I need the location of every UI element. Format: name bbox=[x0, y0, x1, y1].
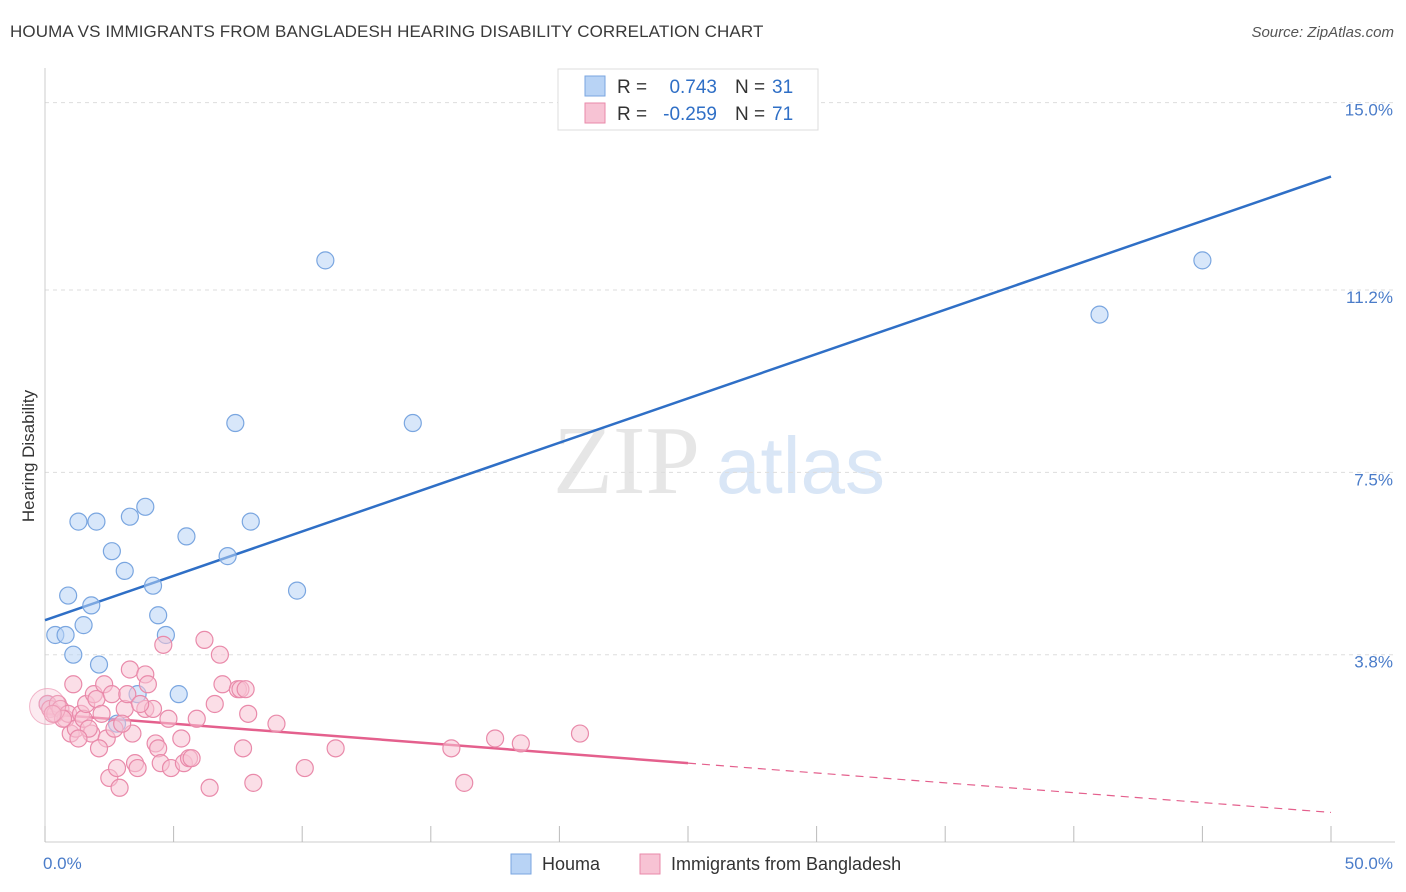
bangladesh-point-57 bbox=[455, 773, 474, 792]
houma-trend-line bbox=[44, 175, 1332, 622]
houma-point-15 bbox=[136, 497, 155, 516]
houma-point-9 bbox=[89, 655, 109, 674]
bottom-legend-swatch-houma bbox=[510, 853, 532, 875]
bangladesh-point-54 bbox=[295, 758, 314, 778]
legend-r-label-1: R = bbox=[617, 77, 647, 98]
houma-point-22 bbox=[226, 413, 245, 433]
bangladesh-point-16 bbox=[92, 704, 111, 723]
bangladesh-point-68 bbox=[69, 729, 88, 748]
bangladesh-point-50 bbox=[236, 680, 255, 699]
data-points bbox=[29, 251, 1212, 797]
y-tick-label-2: 11.2% bbox=[1346, 288, 1393, 307]
legend-r-label-2: R = bbox=[617, 104, 647, 125]
bangladesh-point-22 bbox=[107, 758, 127, 778]
bangladesh-point-56 bbox=[442, 739, 461, 758]
legend-n-label-2: N = bbox=[735, 104, 765, 125]
bangladesh-point-43 bbox=[195, 630, 214, 650]
houma-point-17 bbox=[149, 606, 168, 625]
bangladesh-point-44 bbox=[200, 778, 219, 797]
bangladesh-trend-line-extension bbox=[687, 762, 1332, 814]
bangladesh-point-65 bbox=[89, 739, 109, 758]
houma-point-3 bbox=[59, 586, 78, 605]
houma-point-20 bbox=[177, 527, 196, 546]
tick-labels: 3.8% 7.5% 11.2% 15.0% 0.0% 50.0% bbox=[43, 101, 1393, 873]
watermark-atlas: atlas bbox=[716, 421, 885, 510]
bangladesh-point-24 bbox=[115, 699, 134, 719]
bangladesh-point-53 bbox=[267, 714, 286, 733]
houma-point-8 bbox=[87, 512, 106, 531]
bangladesh-point-61 bbox=[159, 709, 178, 728]
legend-swatch-bangladesh bbox=[584, 102, 606, 124]
legend-r-value-2: -0.259 bbox=[663, 104, 717, 125]
houma-point-21 bbox=[218, 547, 237, 566]
houma-point-7 bbox=[82, 596, 101, 615]
bangladesh-point-23 bbox=[110, 778, 129, 797]
bangladesh-point-46 bbox=[213, 675, 232, 694]
chart-source: Source: ZipAtlas.com bbox=[1251, 24, 1394, 41]
bottom-legend-label-bangladesh: Immigrants from Bangladesh bbox=[671, 854, 901, 874]
houma-point-16 bbox=[143, 576, 163, 595]
origin-cluster-marker bbox=[29, 687, 67, 725]
houma-point-10 bbox=[102, 542, 121, 561]
bangladesh-point-35 bbox=[149, 739, 168, 758]
legend-r-value-1: 0.743 bbox=[669, 77, 717, 98]
houma-point-26 bbox=[403, 413, 422, 433]
bottom-legend-swatch-bangladesh bbox=[639, 853, 661, 875]
houma-point-27 bbox=[1090, 305, 1109, 324]
bangladesh-point-55 bbox=[326, 739, 345, 758]
houma-point-19 bbox=[169, 685, 188, 704]
bangladesh-point-45 bbox=[210, 645, 229, 664]
bangladesh-point-67 bbox=[205, 694, 224, 714]
bangladesh-point-29 bbox=[128, 758, 147, 778]
x-tick-label-0: 0.0% bbox=[43, 854, 82, 873]
houma-point-24 bbox=[287, 581, 307, 600]
houma-point-23 bbox=[241, 512, 260, 531]
bangladesh-point-52 bbox=[244, 773, 263, 792]
houma-point-5 bbox=[69, 512, 88, 531]
bangladesh-point-49 bbox=[233, 739, 253, 758]
bangladesh-point-25 bbox=[118, 685, 137, 704]
bangladesh-point-32 bbox=[138, 675, 157, 694]
y-tick-label-3: 15.0% bbox=[1345, 101, 1393, 120]
bangladesh-point-8 bbox=[64, 675, 83, 694]
watermark-zip: ZIP bbox=[553, 407, 700, 515]
houma-point-4 bbox=[64, 645, 83, 664]
legend-swatch-houma bbox=[584, 75, 606, 97]
legend-n-value-1: 31 bbox=[772, 77, 793, 98]
houma-point-13 bbox=[120, 507, 139, 526]
bangladesh-point-20 bbox=[102, 685, 121, 704]
houma-point-28 bbox=[1193, 251, 1212, 270]
gridlines bbox=[45, 102, 1395, 656]
houma-point-12 bbox=[115, 561, 134, 581]
bangladesh-point-59 bbox=[511, 734, 530, 753]
y-tick-label-0: 3.8% bbox=[1354, 653, 1393, 672]
bangladesh-point-26 bbox=[120, 660, 139, 679]
chart-title: HOUMA VS IMMIGRANTS FROM BANGLADESH HEAR… bbox=[10, 22, 764, 41]
bottom-legend-label-houma: Houma bbox=[542, 854, 601, 874]
bangladesh-point-58 bbox=[486, 729, 505, 748]
bangladesh-point-64 bbox=[131, 694, 150, 714]
legend-n-label-1: N = bbox=[735, 77, 765, 98]
bangladesh-point-42 bbox=[187, 709, 206, 728]
trend-lines bbox=[44, 175, 1332, 814]
bangladesh-point-69 bbox=[43, 704, 62, 723]
houma-point-25 bbox=[316, 251, 335, 270]
y-tick-label-1: 7.5% bbox=[1354, 470, 1393, 489]
legend: R = 0.743 N = 31 R = -0.259 N = 71 bbox=[557, 68, 819, 131]
bangladesh-point-66 bbox=[182, 749, 201, 768]
bangladesh-point-39 bbox=[172, 729, 191, 748]
legend-n-value-2: 71 bbox=[772, 104, 793, 125]
x-tick-label-1: 50.0% bbox=[1345, 854, 1393, 873]
bangladesh-trend-line bbox=[44, 712, 689, 765]
bottom-legend: Houma Immigrants from Bangladesh bbox=[510, 853, 901, 875]
bangladesh-point-70 bbox=[113, 714, 132, 733]
y-axis-label: Hearing Disability bbox=[19, 389, 38, 522]
bangladesh-point-37 bbox=[154, 635, 173, 654]
houma-point-6 bbox=[74, 616, 93, 635]
houma-point-2 bbox=[56, 625, 75, 645]
bangladesh-point-51 bbox=[239, 704, 258, 723]
bangladesh-point-60 bbox=[570, 724, 590, 743]
